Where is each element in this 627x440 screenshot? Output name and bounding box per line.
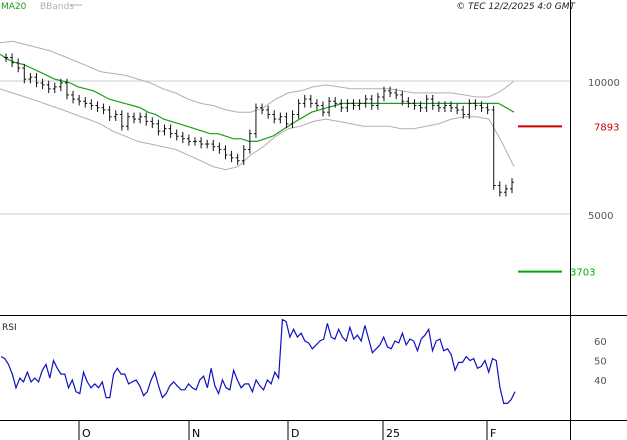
rsi-label: RSI bbox=[2, 323, 17, 333]
price-tick-label: 10000 bbox=[588, 78, 620, 89]
x-tick-label: O bbox=[82, 427, 91, 440]
price-axis-ticks: 10000 5000 bbox=[588, 78, 620, 222]
bb-upper-band bbox=[0, 40, 515, 113]
ma20-series bbox=[0, 53, 515, 142]
legend-ma20: MA20 bbox=[1, 2, 27, 12]
level-label: 7893 bbox=[594, 122, 619, 133]
rsi-tick-label: 40 bbox=[594, 376, 607, 387]
copyright-text: © TEC 12/2/2025 4:0 GMT bbox=[456, 2, 576, 12]
rsi-line bbox=[0, 318, 516, 404]
rsi-tick-label: 60 bbox=[594, 337, 607, 348]
rsi-series bbox=[0, 318, 516, 404]
legend-bbands: BBands bbox=[40, 2, 74, 12]
bollinger-bands bbox=[0, 40, 515, 171]
price-bars bbox=[4, 53, 514, 197]
rsi-panel: RSI 60 50 40 bbox=[0, 318, 607, 404]
x-tick-label: D bbox=[291, 427, 299, 440]
level-label: 3703 bbox=[570, 268, 595, 279]
rsi-tick-label: 50 bbox=[594, 357, 607, 368]
ma20-line bbox=[0, 53, 515, 142]
x-axis-ticks: O N D 25 F bbox=[78, 420, 496, 440]
x-tick-label: 25 bbox=[386, 427, 400, 440]
x-tick-label: N bbox=[192, 427, 200, 440]
bb-lower-band bbox=[0, 88, 515, 171]
x-tick-label: F bbox=[490, 427, 496, 440]
price-panel: 7893 3703 10000 5000 bbox=[0, 40, 620, 279]
price-levels: 7893 3703 bbox=[518, 122, 619, 279]
rsi-axis-ticks: 60 50 40 bbox=[594, 337, 607, 387]
price-tick-label: 5000 bbox=[588, 211, 613, 222]
